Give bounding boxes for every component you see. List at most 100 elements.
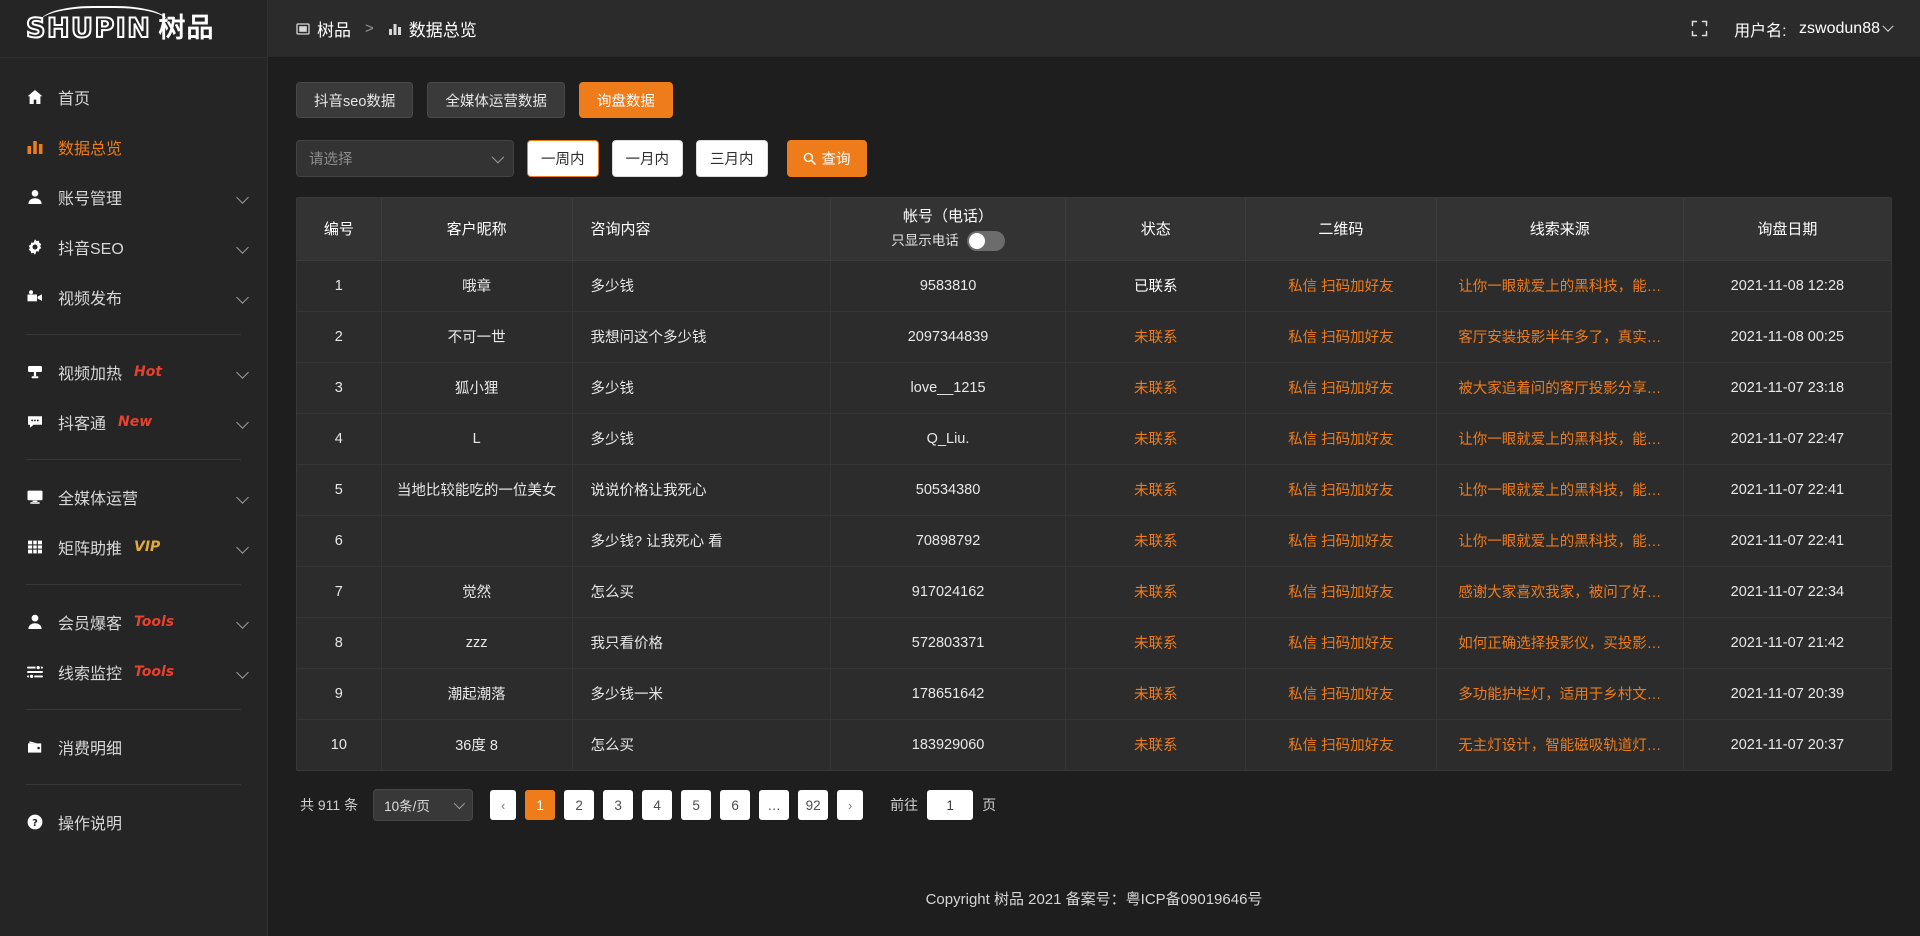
pagination-next[interactable]: ›: [837, 790, 864, 820]
pagination-page-92[interactable]: 92: [798, 790, 829, 820]
tab-1[interactable]: 全媒体运营数据: [427, 82, 565, 118]
pagination-page-…[interactable]: …: [759, 790, 790, 820]
cell-qrcode[interactable]: 私信 扫码加好友: [1245, 668, 1437, 720]
pagination-goto-input[interactable]: [927, 790, 974, 820]
tab-0[interactable]: 抖音seo数据: [296, 82, 414, 118]
source-link[interactable]: 被大家追着问的客厅投影分享…: [1458, 381, 1662, 397]
cell-source[interactable]: 让你一眼就爱上的黑科技，能…: [1436, 515, 1684, 567]
cell-status[interactable]: 未联系: [1065, 413, 1246, 465]
search-button[interactable]: 查询: [786, 140, 867, 177]
cell-qrcode[interactable]: 私信 扫码加好友: [1245, 617, 1437, 669]
qr-link[interactable]: 私信 扫码加好友: [1288, 738, 1394, 755]
page-size-select[interactable]: 10条/页: [373, 789, 474, 821]
cell-qrcode[interactable]: 私信 扫码加好友: [1245, 515, 1437, 567]
pagination-page-3[interactable]: 3: [603, 790, 634, 820]
cell-source[interactable]: 让你一眼就爱上的黑科技，能…: [1436, 413, 1684, 465]
user-menu[interactable]: 用户名: zswodun88: [1734, 17, 1894, 41]
sidebar-item-8[interactable]: 矩阵助推 VIP: [0, 522, 267, 572]
pagination-page-2[interactable]: 2: [564, 790, 595, 820]
cell-qrcode[interactable]: 私信 扫码加好友: [1245, 362, 1437, 414]
source-link[interactable]: 让你一眼就爱上的黑科技，能…: [1458, 279, 1662, 295]
cell-qrcode[interactable]: 私信 扫码加好友: [1245, 413, 1437, 465]
sidebar-item-12[interactable]: ? 操作说明: [0, 797, 267, 847]
account-select[interactable]: 请选择: [296, 140, 514, 177]
source-link[interactable]: 客厅安装投影半年多了，真实…: [1458, 330, 1662, 346]
cell-source[interactable]: 多功能护栏灯，适用于乡村文…: [1436, 668, 1684, 720]
sidebar-item-7[interactable]: 全媒体运营: [0, 472, 267, 522]
qr-link[interactable]: 私信 扫码加好友: [1288, 585, 1394, 601]
cell-qrcode[interactable]: 私信 扫码加好友: [1245, 719, 1437, 770]
range-button-week[interactable]: 一周内: [527, 140, 599, 177]
chevron-down-icon: [236, 541, 249, 554]
chevron-down-icon: [491, 150, 505, 164]
sidebar-item-5[interactable]: 视频加热 Hot: [0, 347, 267, 397]
cell-source[interactable]: 如何正确选择投影仪，买投影…: [1436, 617, 1684, 669]
pagination-goto-label: 前往: [890, 797, 919, 813]
cell-status[interactable]: 未联系: [1065, 668, 1246, 720]
qr-link[interactable]: 私信 扫码加好友: [1288, 636, 1394, 652]
cell-status[interactable]: 未联系: [1065, 311, 1246, 363]
pagination-page-6[interactable]: 6: [720, 790, 751, 820]
cell-source[interactable]: 让你一眼就爱上的黑科技，能…: [1436, 260, 1684, 312]
sidebar-item-label: 视频加热: [58, 366, 123, 383]
source-link[interactable]: 让你一眼就爱上的黑科技，能…: [1458, 483, 1662, 499]
qr-link[interactable]: 私信 扫码加好友: [1288, 432, 1394, 448]
source-link[interactable]: 多功能护栏灯，适用于乡村文…: [1458, 687, 1662, 703]
pagination-page-1[interactable]: 1: [525, 790, 556, 820]
tab-2[interactable]: 询盘数据: [578, 82, 673, 118]
pagination-prev[interactable]: ‹: [490, 790, 517, 820]
cell-status[interactable]: 未联系: [1065, 566, 1246, 618]
cell-status[interactable]: 未联系: [1065, 617, 1246, 669]
breadcrumb-item-page[interactable]: 数据总览: [388, 16, 477, 41]
sidebar-item-1[interactable]: 数据总览: [0, 122, 267, 172]
cell-source[interactable]: 感谢大家喜欢我家，被问了好…: [1436, 566, 1684, 618]
sidebar-item-label: 消费明细: [58, 741, 123, 758]
search-icon: [803, 152, 816, 165]
range-button-three-months[interactable]: 三月内: [696, 140, 768, 177]
cell-status[interactable]: 未联系: [1065, 719, 1246, 770]
phone-only-toggle[interactable]: [966, 231, 1005, 252]
source-link[interactable]: 感谢大家喜欢我家，被问了好…: [1458, 585, 1662, 601]
table-row: 10 36度 8 怎么买 183929060 未联系 私信 扫码加好友 无主灯设计，智能磁吸…: [297, 719, 1891, 770]
sidebar-item-9[interactable]: 会员爆客 Tools: [0, 597, 267, 647]
sidebar-item-10[interactable]: 线索监控 Tools: [0, 647, 267, 697]
cell-source[interactable]: 无主灯设计，智能磁吸轨道灯…: [1436, 719, 1684, 770]
brand-logo[interactable]: SHUPIN 树品: [0, 0, 267, 58]
sidebar-item-0[interactable]: 首页: [0, 72, 267, 122]
qr-link[interactable]: 私信 扫码加好友: [1288, 687, 1394, 703]
qr-link[interactable]: 私信 扫码加好友: [1288, 534, 1394, 550]
cell-qrcode[interactable]: 私信 扫码加好友: [1245, 464, 1437, 516]
cell-status[interactable]: 已联系: [1065, 260, 1246, 312]
toggle-knob: [968, 233, 985, 250]
cell-qrcode[interactable]: 私信 扫码加好友: [1245, 260, 1437, 312]
pagination-page-5[interactable]: 5: [681, 790, 712, 820]
source-link[interactable]: 让你一眼就爱上的黑科技，能…: [1458, 432, 1662, 448]
sidebar-item-3[interactable]: 抖音SEO: [0, 222, 267, 272]
sidebar-item-4[interactable]: 视频发布: [0, 272, 267, 322]
cell-status[interactable]: 未联系: [1065, 464, 1246, 516]
sidebar-item-11[interactable]: 消费明细: [0, 722, 267, 772]
cell-status[interactable]: 未联系: [1065, 515, 1246, 567]
breadcrumb-item-app[interactable]: 树品: [296, 16, 351, 41]
column-header-account: 帐号（电话） 只显示电话: [830, 198, 1067, 261]
sidebar-item-6[interactable]: 抖客通 New: [0, 397, 267, 447]
cell-source[interactable]: 被大家追着问的客厅投影分享…: [1436, 362, 1684, 414]
question-circle-icon: ?: [24, 812, 46, 832]
fullscreen-icon[interactable]: [1691, 20, 1708, 37]
cell-status[interactable]: 未联系: [1065, 362, 1246, 414]
qr-link[interactable]: 私信 扫码加好友: [1288, 330, 1394, 346]
cell-qrcode[interactable]: 私信 扫码加好友: [1245, 311, 1437, 363]
qr-link[interactable]: 私信 扫码加好友: [1288, 381, 1394, 397]
source-link[interactable]: 如何正确选择投影仪，买投影…: [1458, 636, 1662, 652]
sidebar-item-2[interactable]: 账号管理: [0, 172, 267, 222]
pagination-page-4[interactable]: 4: [642, 790, 673, 820]
source-link[interactable]: 让你一眼就爱上的黑科技，能…: [1458, 534, 1662, 550]
cell-qrcode[interactable]: 私信 扫码加好友: [1245, 566, 1437, 618]
range-button-month[interactable]: 一月内: [611, 140, 683, 177]
qr-link[interactable]: 私信 扫码加好友: [1288, 279, 1394, 295]
qr-link[interactable]: 私信 扫码加好友: [1288, 483, 1394, 499]
copyright-text: Copyright 树品 2021 备案号：粤ICP备09019646号: [925, 890, 1263, 908]
cell-source[interactable]: 客厅安装投影半年多了，真实…: [1436, 311, 1684, 363]
cell-source[interactable]: 让你一眼就爱上的黑科技，能…: [1436, 464, 1684, 516]
source-link[interactable]: 无主灯设计，智能磁吸轨道灯…: [1458, 738, 1662, 755]
